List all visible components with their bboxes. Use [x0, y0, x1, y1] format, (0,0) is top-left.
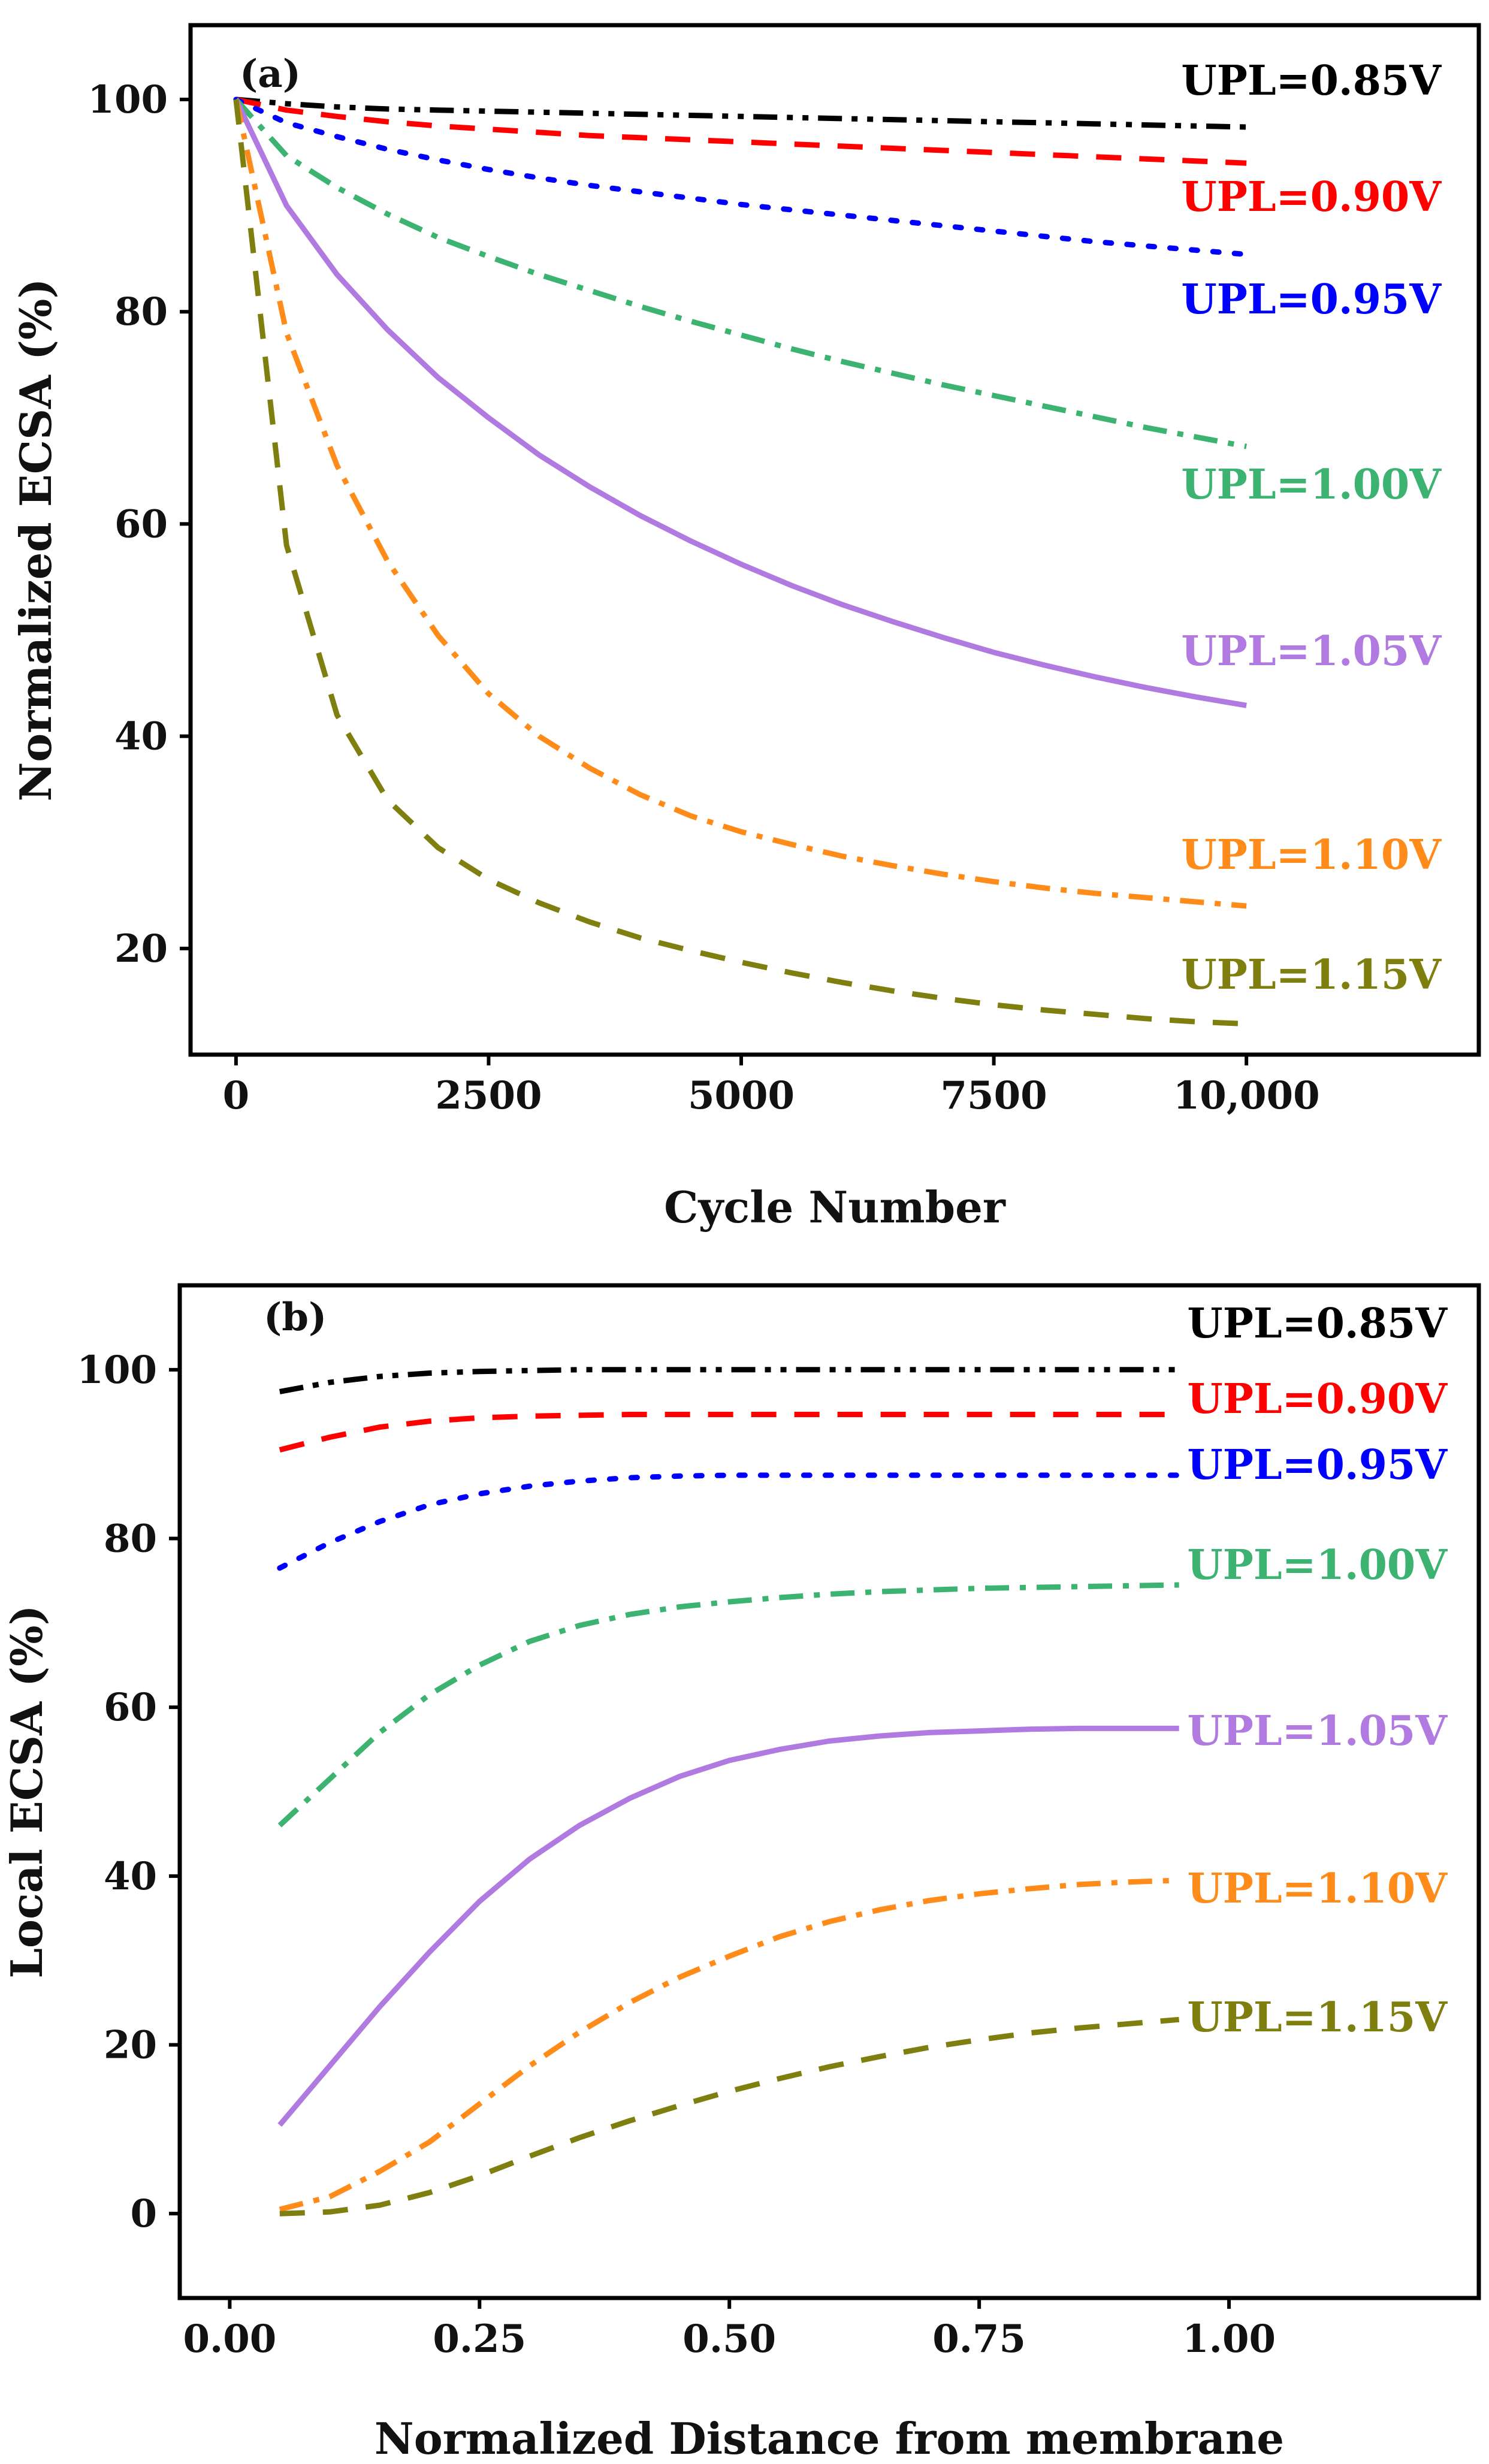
panel-label: (a) — [240, 52, 301, 96]
y-tick-label: 80 — [104, 1517, 157, 1562]
y-tick-label: 80 — [114, 289, 168, 334]
y-tick-label: 20 — [104, 2023, 157, 2068]
y-tick-label: 40 — [114, 714, 168, 759]
series-line-upl-1-15v — [233, 99, 1247, 1027]
series-line-upl-0-95v — [233, 96, 1249, 258]
x-tick-label: 10,000 — [1173, 1073, 1320, 1118]
series-label: UPL=0.90V — [1187, 1375, 1448, 1423]
series-label: UPL=1.05V — [1181, 627, 1442, 675]
y-tick-label: 60 — [104, 1685, 157, 1730]
y-tick-label: 0 — [130, 2191, 157, 2236]
series-line-upl-1-00v — [234, 97, 1248, 449]
x-tick-label: 0.00 — [183, 2317, 276, 2362]
x-tick-label: 2500 — [435, 1073, 542, 1118]
x-tick-label: 7500 — [941, 1073, 1047, 1118]
x-tick-label: 0.50 — [682, 2317, 776, 2362]
series-label: UPL=1.00V — [1187, 1541, 1448, 1589]
y-tick-label: 20 — [114, 926, 168, 971]
y-axis-title: Normalized ECSA (%) — [10, 278, 61, 801]
series-label: UPL=0.85V — [1181, 57, 1442, 105]
series-line-upl-0-95v — [277, 1472, 1182, 1571]
series-line-upl-0-90v — [279, 1412, 1179, 1453]
series-line-upl-1-00v — [277, 1582, 1179, 1828]
series-line-upl-0-85v — [235, 96, 1247, 130]
y-tick-label: 100 — [77, 1348, 157, 1393]
series-label: UPL=0.95V — [1187, 1441, 1448, 1489]
series-line-upl-1-10v — [279, 1877, 1179, 2212]
x-tick-label: 5000 — [688, 1073, 795, 1118]
x-tick-label: 1.00 — [1182, 2317, 1276, 2362]
series-line-upl-0-90v — [235, 96, 1247, 166]
series-label: UPL=0.90V — [1181, 173, 1442, 221]
series-label: UPL=1.10V — [1187, 1865, 1448, 1913]
y-tick-label: 100 — [87, 77, 168, 122]
series-label: UPL=0.95V — [1181, 276, 1442, 324]
series-label: UPL=1.15V — [1187, 1994, 1448, 2042]
series-line-upl-1-05v — [233, 98, 1247, 708]
series-label: UPL=0.85V — [1187, 1300, 1448, 1348]
series-line-upl-0-85v — [279, 1367, 1179, 1394]
plot-frame — [177, 1283, 1481, 2300]
series-line-upl-1-10v — [233, 99, 1247, 909]
x-axis-title: Normalized Distance from membrane — [374, 2413, 1284, 2464]
plot-frame — [188, 23, 1481, 1057]
series-line-upl-1-15v — [279, 2016, 1180, 2217]
panel-a: UPL=0.85V UPL=0.90V UPL=0.95V UPL=1.00V UPL=… — [10, 23, 1481, 1233]
x-axis-title: Cycle Number — [664, 1182, 1006, 1233]
series-label: UPL=1.15V — [1181, 951, 1442, 999]
panel-label: (b) — [264, 1295, 327, 1340]
y-tick-label: 60 — [114, 502, 168, 546]
panel-b: UPL=0.85V UPL=0.90V UPL=0.95V UPL=1.00V UPL=… — [1, 1283, 1481, 2464]
series-label: UPL=1.10V — [1181, 831, 1442, 879]
series-line-upl-1-05v — [277, 1725, 1179, 2127]
x-tick-label: 0.25 — [433, 2317, 526, 2362]
x-tick-label: 0.75 — [932, 2317, 1026, 2362]
series-label: UPL=1.05V — [1187, 1707, 1448, 1755]
y-tick-label: 40 — [104, 1854, 157, 1899]
y-axis-title: Local ECSA (%) — [1, 1605, 52, 1978]
x-tick-label: 0 — [223, 1073, 250, 1118]
series-label: UPL=1.00V — [1181, 461, 1442, 509]
